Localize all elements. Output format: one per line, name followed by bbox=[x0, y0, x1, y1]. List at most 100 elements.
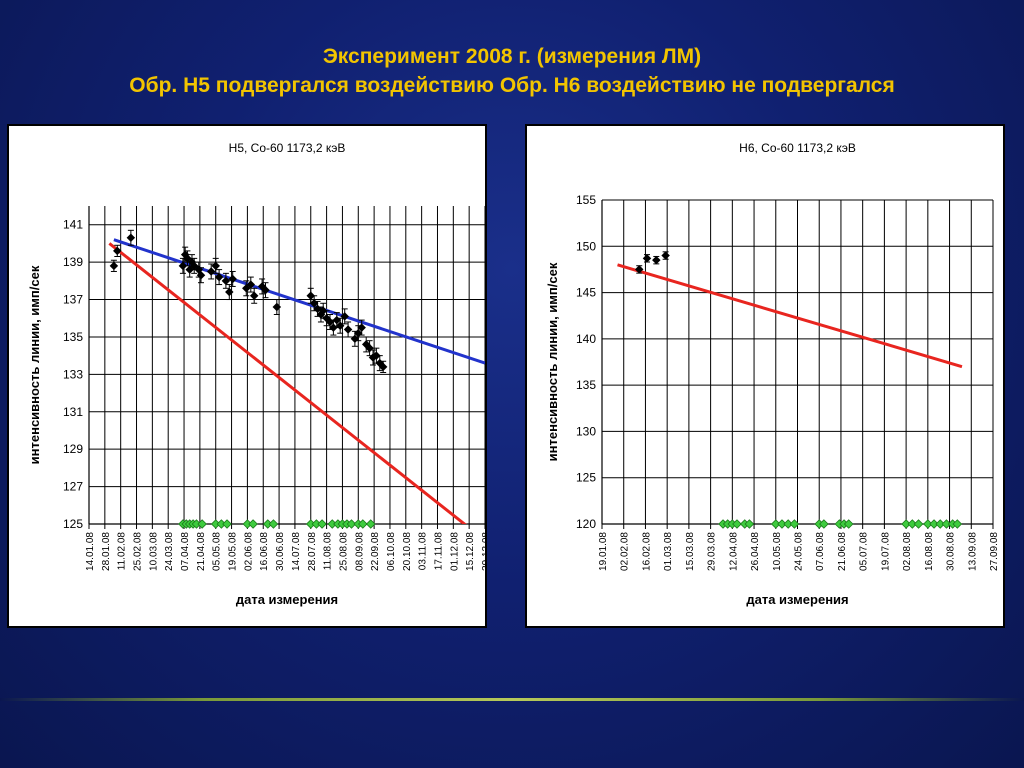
x-tick-label: 25.02.08 bbox=[133, 532, 144, 571]
data-point bbox=[329, 323, 338, 332]
baseline-marker bbox=[248, 519, 258, 529]
x-tick-label: 29.12.08 bbox=[481, 532, 485, 571]
baseline-marker bbox=[913, 519, 924, 529]
x-tick-label: 19.07.08 bbox=[880, 532, 891, 571]
x-tick-label: 17.11.08 bbox=[433, 532, 444, 571]
baseline-marker bbox=[941, 519, 952, 529]
data-point bbox=[652, 255, 661, 265]
y-tick-label: 150 bbox=[576, 239, 596, 253]
chart-panel-h5: Н5, Co-60 1173,2 кэВ 125 127 129 131 133 135 13… bbox=[7, 124, 487, 628]
data-point bbox=[661, 251, 670, 260]
data-point bbox=[113, 246, 122, 256]
y-tick-label: 135 bbox=[576, 378, 596, 392]
data-point bbox=[642, 254, 652, 263]
x-tick-label: 05.05.08 bbox=[212, 532, 223, 571]
data-point bbox=[228, 274, 237, 284]
baseline-marker bbox=[783, 519, 793, 529]
x-tick-label: 14.01.08 bbox=[85, 532, 96, 571]
data-point bbox=[357, 323, 366, 332]
baseline-marker bbox=[242, 519, 253, 529]
trend-line bbox=[108, 242, 467, 524]
x-tick-label: 24.05.08 bbox=[794, 532, 805, 571]
x-tick-label: 11.08.08 bbox=[323, 532, 334, 571]
slide-title-line-2: Обр. Н5 подвергался воздействию Обр. Н6 … bbox=[129, 74, 895, 97]
chart-title: Н6, Co-60 1173,2 кэВ bbox=[739, 141, 856, 155]
x-tick-label: 02.06.08 bbox=[243, 532, 254, 571]
data-point bbox=[246, 280, 256, 289]
x-tick-label: 15.03.08 bbox=[685, 532, 696, 571]
trend-lines bbox=[108, 238, 485, 524]
baseline-marker bbox=[311, 519, 322, 529]
trend-lines bbox=[617, 263, 963, 369]
y-tick-label: 131 bbox=[63, 405, 83, 419]
baseline-marker bbox=[327, 519, 338, 529]
baseline-marker bbox=[907, 519, 918, 529]
data-point bbox=[225, 287, 234, 297]
baseline-marker bbox=[305, 519, 316, 529]
baseline-marker bbox=[317, 519, 327, 529]
data-point bbox=[340, 312, 349, 321]
y-tick-label: 125 bbox=[63, 517, 83, 531]
y-tick-label: 125 bbox=[576, 471, 596, 485]
x-tick-label: 22.09.08 bbox=[370, 532, 381, 571]
trend-line bbox=[617, 263, 963, 369]
chart-panel-h6: Н6, Co-60 1173,2 кэВ 120 125 130 135 140 145 15… bbox=[525, 124, 1005, 628]
x-tick-label: 13.09.08 bbox=[967, 532, 978, 571]
decorative-divider bbox=[0, 698, 1024, 701]
x-tick-label: 21.06.08 bbox=[837, 532, 848, 571]
x-tick-label: 12.04.08 bbox=[728, 532, 739, 571]
slide-title-line-1: Эксперимент 2008 г. (измерения ЛМ) bbox=[322, 45, 702, 68]
baseline-marker bbox=[952, 519, 963, 529]
data-point bbox=[178, 261, 188, 271]
x-tick-label: 05.07.08 bbox=[859, 532, 870, 571]
y-tick-label: 133 bbox=[63, 367, 83, 381]
y-tick-label: 139 bbox=[63, 255, 83, 269]
baseline-marker bbox=[191, 519, 202, 529]
x-tick-label: 19.05.08 bbox=[228, 532, 239, 571]
x-axis-label: дата измерения bbox=[236, 592, 338, 607]
x-tick-label: 07.06.08 bbox=[815, 532, 826, 571]
baseline-marker bbox=[843, 519, 854, 529]
chart-h6-svg: Н6, Co-60 1173,2 кэВ 120 125 130 135 140 145 15… bbox=[545, 141, 1000, 607]
y-tick-label: 141 bbox=[63, 218, 83, 232]
x-tick-label: 01.12.08 bbox=[449, 532, 460, 571]
baseline-marker bbox=[216, 519, 227, 529]
baseline-marker bbox=[923, 519, 933, 529]
baseline-marker bbox=[262, 519, 273, 529]
baseline-marker bbox=[929, 519, 939, 529]
x-tick-label: 30.06.08 bbox=[275, 532, 286, 571]
data-point bbox=[272, 302, 282, 312]
data-point bbox=[196, 270, 206, 280]
baseline-marker bbox=[777, 519, 787, 529]
x-tick-label: 16.02.08 bbox=[641, 532, 652, 571]
x-tick-label: 07.04.08 bbox=[180, 532, 191, 571]
x-tick-label: 29.03.08 bbox=[707, 532, 718, 571]
y-tick-label: 155 bbox=[576, 193, 596, 207]
y-tick-label: 137 bbox=[63, 293, 83, 307]
baseline-marker bbox=[222, 519, 232, 529]
baseline-marker bbox=[819, 519, 829, 529]
x-tick-label: 20.10.08 bbox=[402, 532, 413, 571]
x-tick-label: 16.08.08 bbox=[924, 532, 935, 571]
x-tick-label: 19.01.08 bbox=[598, 532, 609, 571]
baseline-marker bbox=[357, 519, 368, 529]
y-axis-label: интенсивность линии, имп/сек bbox=[545, 262, 560, 461]
baseline-marker bbox=[744, 519, 755, 529]
y-tick-label: 140 bbox=[576, 332, 596, 346]
y-tick-label: 127 bbox=[63, 480, 83, 494]
baseline-marker bbox=[770, 519, 781, 529]
x-tick-label: 16.06.08 bbox=[259, 532, 270, 571]
x-axis-label: дата измерения bbox=[746, 592, 848, 607]
y-tick-label: 145 bbox=[576, 286, 596, 300]
x-tick-label: 10.05.08 bbox=[772, 532, 783, 571]
data-point bbox=[378, 362, 388, 372]
data-point bbox=[221, 276, 231, 286]
trend-line bbox=[113, 238, 485, 365]
baseline-marker bbox=[268, 519, 279, 529]
baseline-marker bbox=[346, 519, 357, 529]
x-tick-label: 02.08.08 bbox=[902, 532, 913, 571]
data-point bbox=[343, 325, 353, 334]
x-tick-label: 11.02.08 bbox=[117, 532, 128, 571]
data-point bbox=[249, 291, 259, 301]
data-point bbox=[109, 261, 119, 271]
